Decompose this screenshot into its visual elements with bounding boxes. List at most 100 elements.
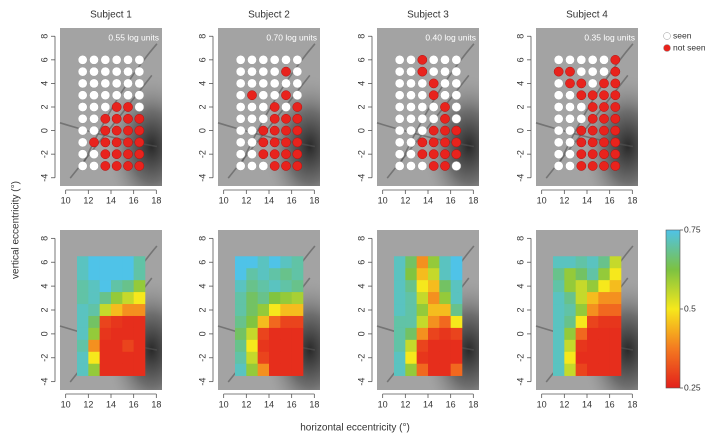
heatmap-cell: [439, 292, 451, 304]
test-point: [112, 55, 121, 64]
test-point: [236, 102, 245, 111]
x-tick-label: 18: [627, 399, 637, 409]
heatmap-cell: [292, 268, 304, 280]
heatmap-cell: [564, 256, 576, 268]
test-point: [406, 55, 415, 64]
heatmap-cell: [88, 280, 100, 292]
y-tick-label: -4: [356, 174, 366, 182]
y-tick-label: -4: [356, 378, 366, 386]
y-tick-label: 8: [515, 236, 525, 241]
test-point: [78, 150, 87, 159]
x-tick-label: 10: [61, 195, 71, 205]
heatmap-cell: [428, 340, 440, 352]
test-point: [440, 79, 449, 88]
y-tick-label: 4: [39, 81, 49, 86]
heatmap-cell: [292, 256, 304, 268]
heatmap-cell: [111, 364, 123, 376]
heatmap-cell: [394, 304, 406, 316]
heatmap-cell: [134, 280, 146, 292]
x-tick-label: 10: [537, 399, 547, 409]
heatmap-cell: [598, 304, 610, 316]
heatmap-cell: [394, 280, 406, 292]
x-tick-label: 16: [129, 195, 139, 205]
heatmap-cell: [77, 280, 89, 292]
test-point: [112, 126, 121, 135]
heatmap-cell: [587, 280, 599, 292]
heatmap-cell: [77, 292, 89, 304]
test-point: [440, 150, 449, 159]
x-tick-label: 16: [446, 195, 456, 205]
test-point: [577, 55, 586, 64]
test-point: [247, 126, 256, 135]
test-point: [418, 67, 427, 76]
heatmap-cell: [610, 268, 622, 280]
x-tick-label: 16: [287, 195, 297, 205]
y-tick-label: 0: [515, 128, 525, 133]
y-tick-label: 2: [356, 307, 366, 312]
heatmap-cell: [417, 316, 429, 328]
test-point: [452, 138, 461, 147]
test-point: [395, 150, 404, 159]
x-tick-label: 14: [582, 195, 592, 205]
test-point: [101, 55, 110, 64]
test-point: [418, 55, 427, 64]
test-point: [281, 55, 290, 64]
y-tick-label: -2: [515, 150, 525, 158]
test-point: [440, 102, 449, 111]
test-point: [429, 91, 438, 100]
heatmap-cell: [564, 292, 576, 304]
test-point: [611, 150, 620, 159]
test-point: [599, 102, 608, 111]
panel-title: Subject 2: [248, 10, 290, 21]
test-point: [78, 55, 87, 64]
heatmap-cell: [405, 304, 417, 316]
heatmap-cell: [576, 304, 588, 316]
heatmap-cell: [417, 304, 429, 316]
heatmap-cell: [394, 292, 406, 304]
heatmap-cell: [292, 304, 304, 316]
test-point: [599, 79, 608, 88]
test-point: [440, 126, 449, 135]
test-point: [577, 67, 586, 76]
heatmap-cell: [269, 280, 281, 292]
heatmap-cell: [88, 316, 100, 328]
test-point: [78, 91, 87, 100]
heatmap-cell: [405, 328, 417, 340]
y-tick-label: -2: [39, 354, 49, 362]
legend-label: not seen: [673, 42, 705, 52]
heatmap-cell: [77, 268, 89, 280]
heatmap-cell: [587, 340, 599, 352]
heatmap-cell: [553, 268, 565, 280]
heatmap-cell: [576, 316, 588, 328]
test-point: [452, 114, 461, 123]
heatmap-cell: [258, 316, 270, 328]
x-tick-label: 14: [264, 195, 274, 205]
x-tick-label: 14: [423, 195, 433, 205]
heatmap-cell: [610, 364, 622, 376]
test-point: [406, 126, 415, 135]
test-point: [281, 79, 290, 88]
threshold-annotation: 0.40 log units: [425, 32, 476, 42]
heatmap-cell: [451, 316, 463, 328]
test-point: [112, 67, 121, 76]
heatmap-cell: [280, 304, 292, 316]
x-tick-label: 10: [219, 195, 229, 205]
test-point: [101, 150, 110, 159]
heatmap-cell: [405, 256, 417, 268]
heatmap-cell: [280, 352, 292, 364]
test-point: [599, 126, 608, 135]
test-point: [395, 91, 404, 100]
heatmap-cell: [553, 364, 565, 376]
heatmap-cell: [122, 340, 134, 352]
heatmap-cell: [576, 364, 588, 376]
x-tick-label: 18: [309, 399, 319, 409]
heatmap-cell: [428, 352, 440, 364]
heatmap-cell: [553, 340, 565, 352]
test-point: [452, 102, 461, 111]
colorbar-tick-label: 0.75: [684, 224, 701, 234]
test-point: [599, 150, 608, 159]
heatmap-cell: [280, 328, 292, 340]
heatmap-cell: [428, 364, 440, 376]
test-point: [293, 114, 302, 123]
heatmap-cell: [576, 280, 588, 292]
